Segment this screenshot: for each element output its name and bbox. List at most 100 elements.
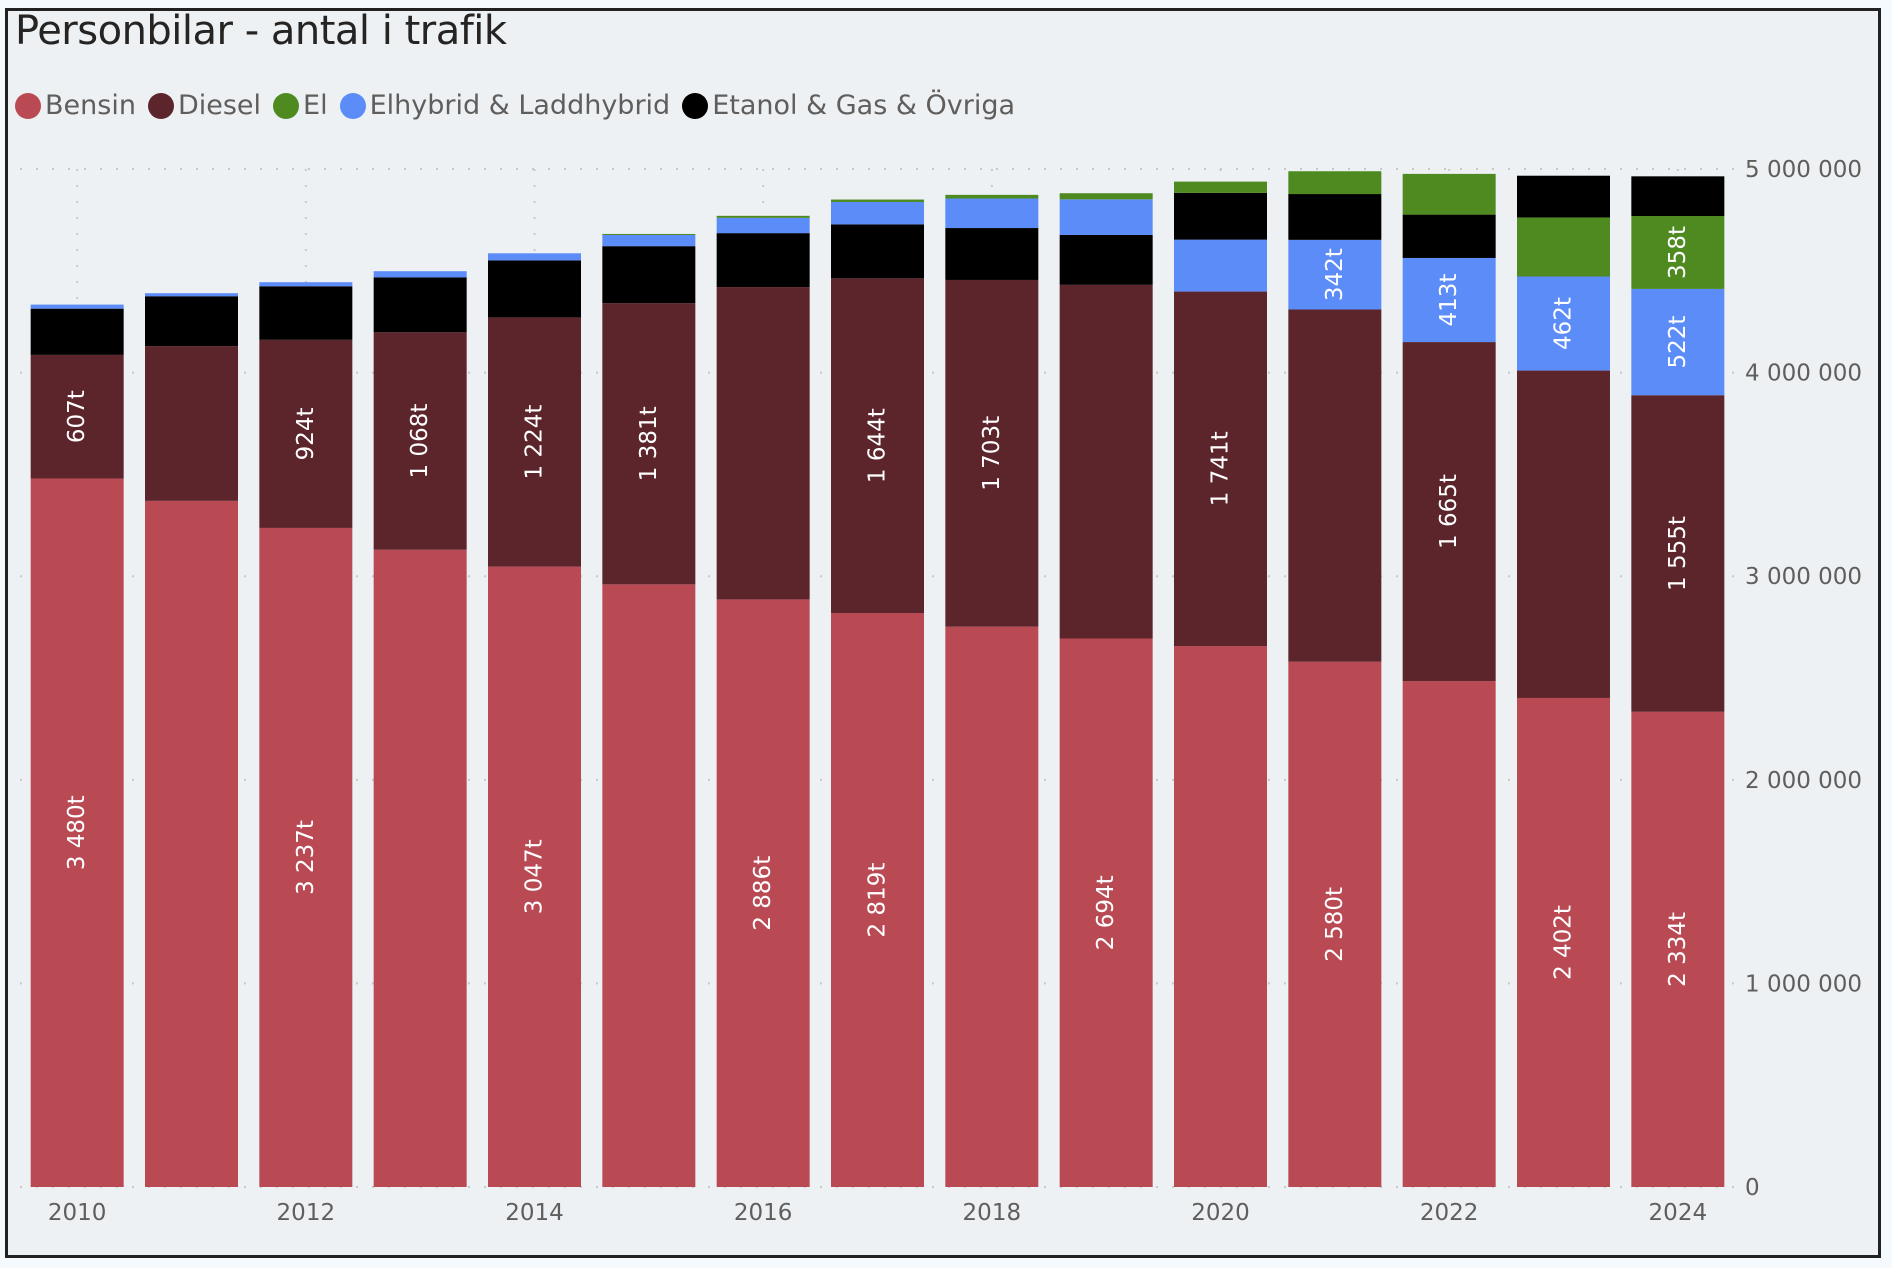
bar-segment [488, 566, 581, 1187]
bar-segment [145, 500, 238, 1187]
legend-item-etanol[interactable]: Etanol & Gas & Övriga [682, 90, 1015, 121]
bar-segment [602, 234, 696, 247]
legend-label: Etanol & Gas & Övriga [712, 90, 1016, 121]
bar-segment [145, 293, 238, 297]
bar-segment [30, 304, 124, 309]
bar-segment [945, 194, 1039, 199]
data-label: 1 741t [1208, 431, 1234, 506]
bar-segment [716, 215, 810, 218]
bar-segment [1517, 370, 1610, 698]
bar-segment [1174, 646, 1267, 1187]
bar-segment [145, 296, 238, 347]
bar-segment [145, 346, 238, 501]
bar-segment [1174, 192, 1267, 240]
legend-item-diesel[interactable]: Diesel [147, 90, 262, 121]
x-tick-label: 2024 [1649, 1200, 1708, 1226]
y-tick-label: 3 000 000 [1745, 564, 1862, 590]
data-label: 3 237t [293, 820, 319, 895]
legend-label: Bensin [45, 90, 136, 121]
bar-segment [1288, 171, 1382, 195]
bar-segment [1059, 199, 1153, 235]
legend-dot-icon [682, 92, 709, 119]
legend-item-elhybrid[interactable]: Elhybrid & Laddhybrid [339, 90, 670, 121]
bar-segment [1402, 342, 1496, 682]
bar-segment [373, 277, 467, 333]
bar-segment [1402, 681, 1496, 1187]
bar-segment [602, 246, 696, 304]
bar-segment [1517, 217, 1610, 277]
data-label: 1 703t [979, 416, 1005, 491]
bar-segment [1059, 638, 1153, 1187]
bar-segment [1517, 697, 1610, 1187]
data-label: 2 886t [750, 856, 776, 931]
data-label: 522t [1665, 316, 1691, 369]
data-label: 1 068t [407, 404, 433, 479]
bar-segment [945, 626, 1039, 1187]
bar-segment [373, 332, 467, 550]
bar-segment [30, 478, 124, 1187]
bar-segment [716, 233, 810, 288]
data-label: 2 694t [1093, 875, 1119, 950]
x-tick-label: 2020 [1191, 1200, 1250, 1226]
bar-segment [831, 613, 924, 1187]
data-label: 2 334t [1665, 912, 1691, 987]
data-label: 342t [1322, 248, 1348, 301]
data-label: 3 047t [522, 839, 548, 914]
bar-segment [1631, 711, 1725, 1187]
legend-item-bensin[interactable]: Bensin [15, 90, 136, 121]
bar-segment [716, 287, 810, 600]
bar-segment [1288, 194, 1382, 240]
data-label: 1 665t [1436, 474, 1462, 549]
bar-segment [831, 278, 924, 614]
y-tick-label: 2 000 000 [1745, 768, 1862, 794]
bar-segment [488, 317, 581, 567]
bar-segment [488, 253, 581, 261]
bar-segment [259, 282, 353, 287]
legend-label: El [303, 90, 328, 121]
bar-segment [488, 260, 581, 318]
bar-segment [1631, 288, 1725, 396]
data-label: 1 644t [865, 408, 891, 483]
bar-segment [1288, 661, 1382, 1187]
data-label: 3 480t [64, 795, 90, 870]
bar-segment [1174, 291, 1267, 647]
data-label: 607t [64, 390, 90, 443]
bar-segment [1631, 395, 1725, 712]
bar-segment [1059, 193, 1153, 200]
bar-segment [1174, 181, 1267, 193]
bar-segment [831, 224, 924, 279]
bar-segment [1517, 276, 1610, 371]
legend-dot-icon [339, 92, 366, 119]
legend-label: Diesel [177, 90, 262, 121]
bar-segment [373, 549, 467, 1187]
x-tick-label: 2012 [277, 1200, 336, 1226]
legend: Bensin Diesel El Elhybrid & Laddhybrid E… [15, 90, 1027, 121]
legend-dot-icon [273, 92, 300, 119]
y-tick-label: 4 000 000 [1745, 361, 1862, 387]
legend-dot-icon [15, 92, 41, 119]
bar-segment [1174, 239, 1267, 292]
bar-segment [259, 286, 353, 340]
y-tick-label: 1 000 000 [1745, 971, 1862, 997]
bar-segment [602, 303, 696, 585]
bar-segment [945, 198, 1039, 229]
data-label: 462t [1551, 297, 1577, 350]
bar-segment [602, 233, 696, 235]
x-tick-label: 2014 [505, 1200, 564, 1226]
chart-title: Personbilar - antal i trafik [15, 8, 507, 54]
bar-segment [1288, 239, 1382, 310]
legend-item-el[interactable]: El [273, 90, 328, 121]
bar-segment [945, 228, 1039, 280]
bar-segment [1631, 216, 1725, 289]
data-label: 924t [293, 407, 319, 460]
data-label: 2 819t [865, 863, 891, 938]
data-label: 2 580t [1322, 887, 1348, 962]
bar-segment [602, 584, 696, 1187]
data-label: 2 402t [1551, 905, 1577, 980]
bar-segment [259, 527, 353, 1187]
bar-segment [831, 199, 924, 202]
bar-segment [30, 308, 124, 355]
bar-segment [1402, 214, 1496, 258]
bar-segment [716, 599, 810, 1187]
